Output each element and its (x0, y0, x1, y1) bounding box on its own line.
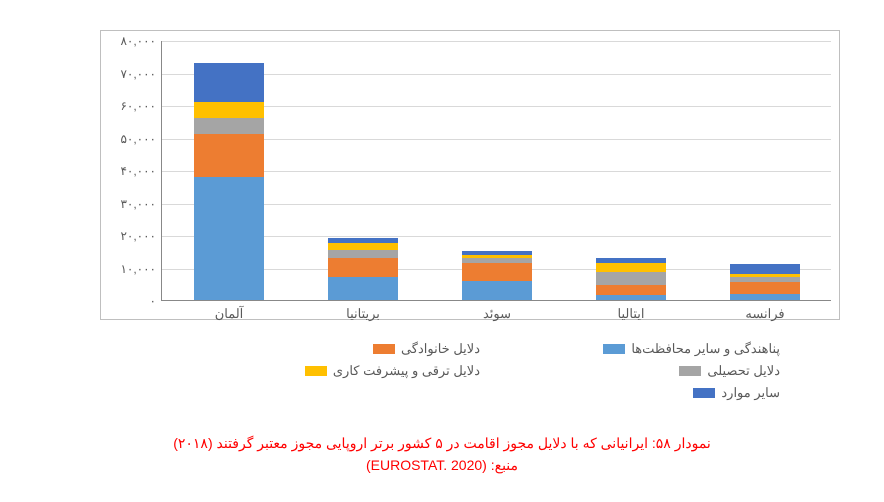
y-tick-label: ۲۰,۰۰۰ (120, 229, 162, 243)
legend-swatch (679, 366, 701, 376)
bar-segment-education (596, 272, 666, 285)
y-tick-label: ۴۰,۰۰۰ (120, 164, 162, 178)
x-tick-label: بریتانیا (346, 300, 380, 322)
bar-segment-work (194, 102, 264, 118)
caption-source: منبع: (EUROSTAT. 2020) (0, 454, 884, 476)
bar-group (730, 264, 800, 300)
bar-group (328, 238, 398, 300)
bar-segment-education (328, 250, 398, 258)
legend-item-asylum: پناهندگی و سایر محافظت‌ها (480, 338, 780, 360)
bar-segment-family (462, 263, 532, 281)
legend-swatch (373, 344, 395, 354)
bar-group (462, 251, 532, 300)
legend-label: دلایل تحصیلی (707, 363, 780, 379)
x-tick-label: ایتالیا (618, 300, 645, 322)
y-tick-label: ۱۰,۰۰۰ (120, 262, 162, 276)
y-tick-label: ۵۰,۰۰۰ (120, 132, 162, 146)
caption: نمودار ۵۸: ایرانیانی که با دلایل مجوز اق… (0, 432, 884, 477)
legend-item-education: دلایل تحصیلی (480, 360, 780, 382)
bar-segment-education (194, 118, 264, 134)
bar-segment-family (730, 282, 800, 293)
legend-item-family: دلایل خانوادگی (180, 338, 480, 360)
caption-title: نمودار ۵۸: ایرانیانی که با دلایل مجوز اق… (0, 432, 884, 454)
legend-swatch (603, 344, 625, 354)
legend-swatch (693, 388, 715, 398)
chart-frame: ۰ ۱۰,۰۰۰ ۲۰,۰۰۰ ۳۰,۰۰۰ ۴۰,۰۰۰ ۵۰,۰۰۰ ۶۰,۰۰۰ ۷۰,… (100, 30, 840, 320)
legend: پناهندگی و سایر محافظت‌ها دلایل خانوادگی د… (180, 338, 780, 404)
gridline (162, 41, 831, 42)
bar-segment-family (596, 285, 666, 295)
legend-item-work: دلایل ترقی و پیشرفت کاری (180, 360, 480, 382)
legend-swatch (305, 366, 327, 376)
y-tick-label: ۳۰,۰۰۰ (120, 197, 162, 211)
legend-label: پناهندگی و سایر محافظت‌ها (631, 341, 780, 357)
legend-label: سایر موارد (721, 385, 780, 401)
legend-item-other: سایر موارد (480, 382, 780, 404)
bar-segment-other (194, 63, 264, 102)
bar-segment-family (194, 134, 264, 176)
x-tick-label: سوئد (483, 300, 511, 322)
bar-segment-work (596, 263, 666, 273)
bar-segment-family (328, 258, 398, 278)
bar-segment-asylum (462, 281, 532, 301)
bar-segment-other (730, 264, 800, 274)
y-tick-label: ۸۰,۰۰۰ (120, 34, 162, 48)
bar-segment-asylum (194, 177, 264, 301)
y-tick-label: ۷۰,۰۰۰ (120, 67, 162, 81)
legend-label: دلایل ترقی و پیشرفت کاری (333, 363, 480, 379)
y-tick-label: ۰ (150, 294, 162, 308)
bar-group (194, 63, 264, 300)
bar-segment-asylum (328, 277, 398, 300)
plot-area: ۰۱۰,۰۰۰۲۰,۰۰۰۳۰,۰۰۰۴۰,۰۰۰۵۰,۰۰۰۶۰,۰۰۰۷۰,… (161, 41, 831, 301)
legend-label: دلایل خانوادگی (401, 341, 480, 357)
x-tick-label: آلمان (215, 300, 244, 322)
y-tick-label: ۶۰,۰۰۰ (120, 99, 162, 113)
bar-group (596, 258, 666, 300)
x-tick-label: فرانسه (745, 300, 784, 322)
